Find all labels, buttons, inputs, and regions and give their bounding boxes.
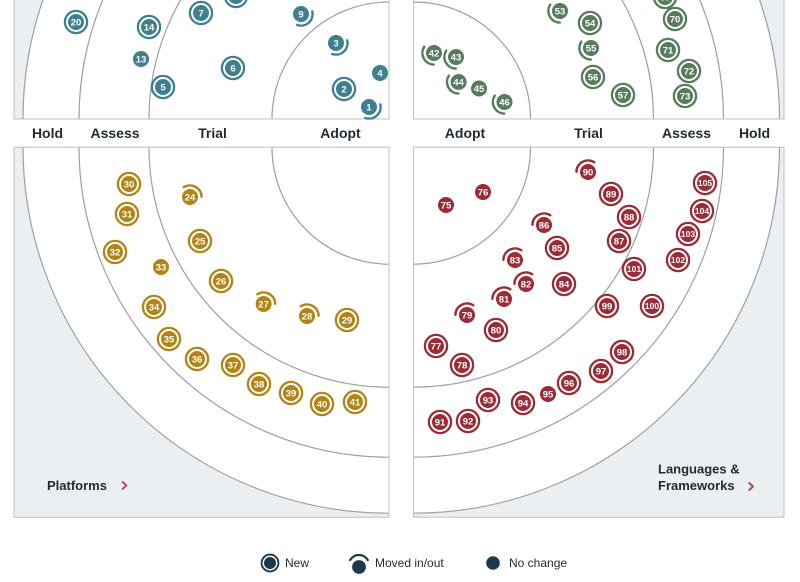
svg-text:79: 79 — [462, 310, 473, 321]
svg-text:26: 26 — [216, 276, 227, 287]
svg-text:No change: No change — [509, 556, 567, 570]
svg-text:99: 99 — [602, 301, 613, 312]
svg-text:34: 34 — [149, 302, 160, 313]
svg-text:70: 70 — [670, 14, 681, 25]
svg-text:Platforms: Platforms — [47, 478, 107, 493]
svg-text:35: 35 — [164, 334, 175, 345]
svg-text:38: 38 — [254, 379, 265, 390]
svg-text:46: 46 — [499, 97, 510, 108]
svg-text:Frameworks: Frameworks — [658, 478, 735, 493]
svg-text:3: 3 — [333, 38, 338, 49]
svg-text:76: 76 — [478, 187, 489, 198]
svg-text:13: 13 — [136, 54, 147, 65]
svg-text:4: 4 — [377, 68, 383, 79]
svg-text:Assess: Assess — [662, 125, 711, 141]
svg-text:69: 69 — [660, 0, 671, 3]
svg-text:91: 91 — [435, 417, 446, 428]
svg-text:80: 80 — [491, 325, 502, 336]
svg-text:84: 84 — [559, 279, 570, 290]
svg-text:83: 83 — [510, 255, 521, 266]
svg-text:29: 29 — [342, 315, 353, 326]
svg-text:New: New — [285, 556, 309, 570]
svg-text:71: 71 — [663, 45, 674, 56]
svg-text:2: 2 — [341, 84, 346, 95]
svg-text:78: 78 — [457, 360, 468, 371]
svg-text:88: 88 — [624, 212, 635, 223]
svg-text:57: 57 — [618, 90, 629, 101]
svg-text:45: 45 — [474, 84, 485, 95]
svg-text:40: 40 — [317, 399, 328, 410]
svg-text:104: 104 — [695, 206, 709, 216]
svg-text:Adopt: Adopt — [445, 125, 486, 141]
svg-text:8: 8 — [233, 0, 238, 2]
svg-text:Moved in/out: Moved in/out — [375, 556, 444, 570]
svg-text:95: 95 — [543, 389, 554, 400]
svg-text:36: 36 — [192, 354, 203, 365]
svg-text:55: 55 — [586, 43, 597, 54]
svg-text:41: 41 — [350, 397, 361, 408]
svg-text:31: 31 — [122, 209, 133, 220]
svg-text:25: 25 — [195, 236, 206, 247]
svg-text:Hold: Hold — [32, 125, 63, 141]
svg-text:44: 44 — [453, 77, 464, 88]
svg-text:9: 9 — [298, 9, 303, 20]
svg-text:54: 54 — [585, 18, 596, 29]
svg-text:81: 81 — [499, 294, 510, 305]
svg-text:Trial: Trial — [574, 125, 603, 141]
svg-text:42: 42 — [429, 48, 440, 59]
svg-text:87: 87 — [614, 236, 625, 247]
svg-text:6: 6 — [230, 63, 235, 74]
svg-text:100: 100 — [645, 301, 659, 311]
svg-text:82: 82 — [521, 279, 532, 290]
svg-text:33: 33 — [156, 262, 167, 273]
svg-text:56: 56 — [588, 72, 599, 83]
svg-text:27: 27 — [258, 299, 269, 310]
svg-text:85: 85 — [552, 243, 563, 254]
svg-text:97: 97 — [596, 366, 607, 377]
svg-text:98: 98 — [617, 347, 628, 358]
svg-text:101: 101 — [627, 264, 641, 274]
svg-text:20: 20 — [71, 17, 82, 28]
svg-text:53: 53 — [555, 6, 566, 17]
svg-text:103: 103 — [681, 229, 695, 239]
svg-text:86: 86 — [539, 220, 550, 231]
svg-text:24: 24 — [185, 192, 196, 203]
svg-text:73: 73 — [680, 91, 691, 102]
svg-text:75: 75 — [441, 200, 452, 211]
svg-text:77: 77 — [431, 341, 442, 352]
svg-text:89: 89 — [606, 189, 617, 200]
svg-text:30: 30 — [124, 179, 135, 190]
svg-text:14: 14 — [144, 22, 155, 33]
svg-text:5: 5 — [160, 82, 166, 93]
svg-text:28: 28 — [302, 311, 313, 322]
svg-text:102: 102 — [671, 255, 685, 265]
svg-text:Trial: Trial — [198, 125, 227, 141]
svg-text:93: 93 — [483, 395, 494, 406]
svg-text:43: 43 — [451, 52, 462, 63]
svg-text:72: 72 — [684, 66, 695, 77]
svg-text:Assess: Assess — [90, 125, 139, 141]
svg-text:7: 7 — [198, 8, 203, 19]
svg-text:Hold: Hold — [739, 125, 770, 141]
svg-text:Languages &: Languages & — [658, 462, 740, 477]
svg-text:37: 37 — [228, 360, 239, 371]
svg-text:105: 105 — [698, 178, 712, 188]
svg-text:90: 90 — [583, 167, 594, 178]
svg-text:Adopt: Adopt — [320, 125, 361, 141]
svg-text:92: 92 — [463, 416, 474, 427]
svg-text:1: 1 — [366, 102, 372, 113]
svg-text:39: 39 — [286, 388, 297, 399]
svg-text:94: 94 — [518, 398, 529, 409]
svg-text:96: 96 — [564, 378, 575, 389]
svg-text:32: 32 — [110, 247, 121, 258]
